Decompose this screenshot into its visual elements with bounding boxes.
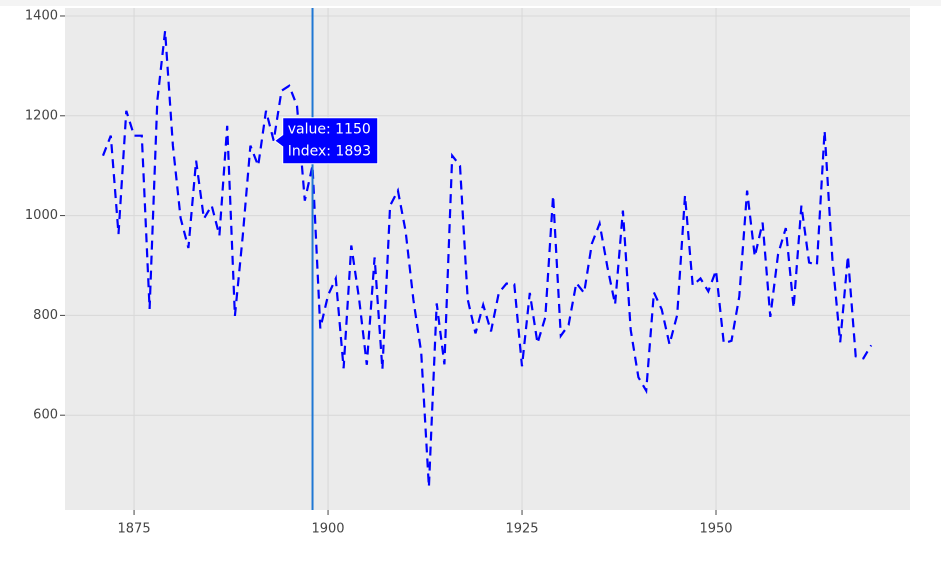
tooltip-text: Index: 1893 (288, 144, 371, 160)
top-bar (0, 0, 941, 6)
tooltip-text: value: 1150 (288, 122, 371, 138)
y-tick-label: 800 (33, 308, 58, 323)
y-tick-label: 1000 (25, 208, 58, 223)
y-tick-label: 600 (33, 408, 58, 423)
x-tick-label: 1875 (118, 522, 151, 537)
plot-area (65, 8, 910, 510)
tooltip: value: 1150 Index: 1893 (273, 117, 379, 165)
x-tick-label: 1950 (699, 522, 732, 537)
x-tick-label: 1925 (505, 522, 538, 537)
y-tick-label: 1200 (25, 108, 58, 123)
y-tick-label: 1400 (25, 8, 58, 23)
series-line (101, 30, 873, 488)
x-tick-label: 1900 (311, 522, 344, 537)
tooltip-box (273, 117, 379, 165)
